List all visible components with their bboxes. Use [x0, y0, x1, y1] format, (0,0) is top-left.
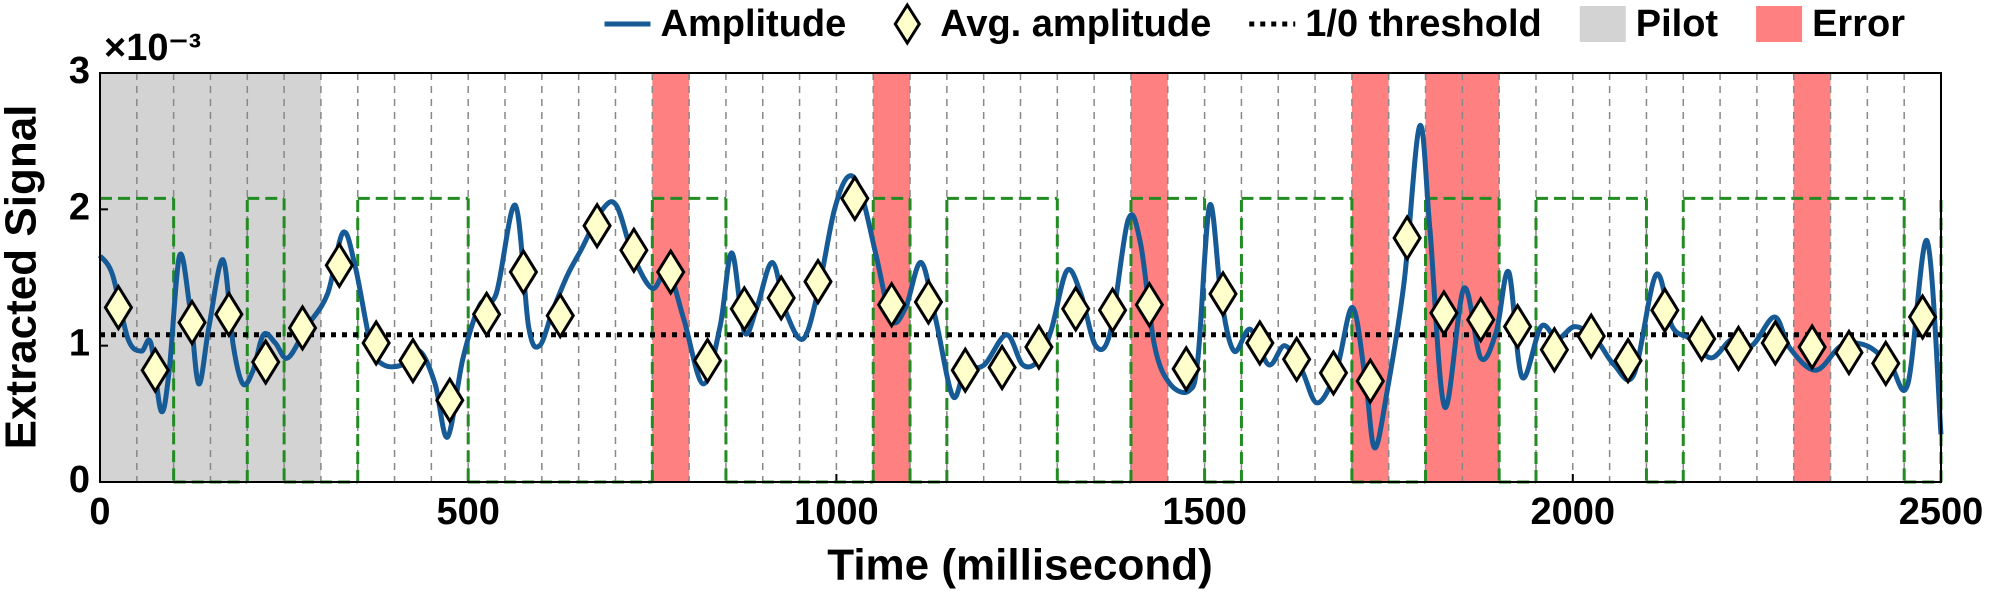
x-tick-label: 0: [89, 491, 110, 533]
avg-marker: [471, 290, 502, 339]
avg-marker: [1429, 289, 1459, 337]
avg-marker: [692, 336, 723, 385]
avg-marker: [987, 343, 1017, 392]
avg-marker: [287, 304, 318, 352]
avg-marker: [1060, 285, 1091, 333]
avg-marker: [361, 319, 391, 367]
avg-marker: [1281, 335, 1312, 384]
avg-marker: [1576, 312, 1606, 360]
span: [1425, 73, 1500, 482]
plot-frame: [99, 72, 1942, 483]
y-tick-label: 3: [69, 50, 90, 92]
avg-marker: [1355, 357, 1386, 405]
avg-marker: [1650, 286, 1680, 335]
avg-marker: [103, 283, 134, 332]
avg-marker: [1465, 295, 1496, 344]
avg-marker: [1245, 319, 1275, 367]
avg-marker: [766, 274, 796, 322]
legend-label: 1/0 threshold: [1305, 3, 1542, 45]
avg-marker: [1686, 315, 1717, 363]
avg-marker: [177, 298, 207, 347]
x-tick-label: 500: [436, 491, 499, 533]
avg-marker: [1539, 325, 1570, 374]
legend-swatch: [1756, 6, 1803, 42]
avg-marker: [545, 291, 576, 340]
avg-marker: [140, 346, 170, 395]
avg-marker: [803, 257, 833, 306]
avg-marker: [398, 336, 428, 385]
avg-marker: [214, 290, 244, 339]
avg-marker: [1907, 293, 1938, 341]
avg-marker: [619, 226, 649, 275]
avg-marker: [1502, 302, 1533, 351]
x-tick-label: 1000: [794, 491, 879, 533]
legend-swatch: [893, 2, 922, 46]
avg-marker: [250, 338, 281, 386]
y-tick-label: 2: [69, 186, 90, 228]
x-tick-label: 2000: [1531, 491, 1616, 533]
avg-marker: [1723, 324, 1754, 373]
legend-label: Avg. amplitude: [940, 3, 1211, 45]
avg-marker: [435, 376, 465, 425]
span: [1130, 73, 1168, 482]
legend-label: Pilot: [1636, 3, 1719, 45]
avg-marker: [1760, 319, 1791, 367]
x-tick-label: 2500: [1899, 491, 1984, 533]
avg-marker: [913, 278, 944, 326]
legend-label: Amplitude: [661, 3, 847, 45]
avg-marker: [1797, 323, 1827, 371]
avg-marker: [655, 248, 686, 296]
avg-marker: [729, 285, 760, 333]
avg-marker: [1318, 349, 1349, 397]
avg-marker: [1834, 328, 1864, 377]
avg-marker: [1613, 336, 1643, 385]
legend-swatch: [1579, 6, 1626, 42]
avg-marker: [1134, 280, 1165, 329]
avg-marker: [1871, 339, 1901, 388]
span: [1793, 73, 1831, 482]
avg-marker: [840, 174, 870, 223]
avg-marker: [1171, 344, 1201, 393]
y-multiplier: ×10⁻³: [104, 27, 201, 69]
x-tick-label: 1500: [1162, 491, 1247, 533]
x-axis-title: Time (millisecond): [827, 541, 1213, 590]
legend-label: Error: [1812, 3, 1905, 45]
y-tick-label: 1: [69, 323, 90, 365]
legend: Amplitude Avg. amplitude 1/0 threshold Pilo…: [604, 2, 1905, 46]
avg-marker: [950, 346, 981, 395]
y-tick-label: 0: [69, 459, 90, 501]
avg-marker: [324, 241, 355, 290]
span: [100, 73, 321, 482]
avg-marker: [1097, 286, 1128, 335]
y-axis-title: Extracted Signal: [0, 105, 46, 450]
avg-marker: [582, 201, 612, 250]
avg-marker: [1208, 270, 1238, 318]
avg-marker: [508, 248, 539, 296]
avg-marker: [1392, 214, 1422, 262]
avg-marker: [1024, 323, 1054, 371]
avg-marker: [876, 280, 907, 329]
